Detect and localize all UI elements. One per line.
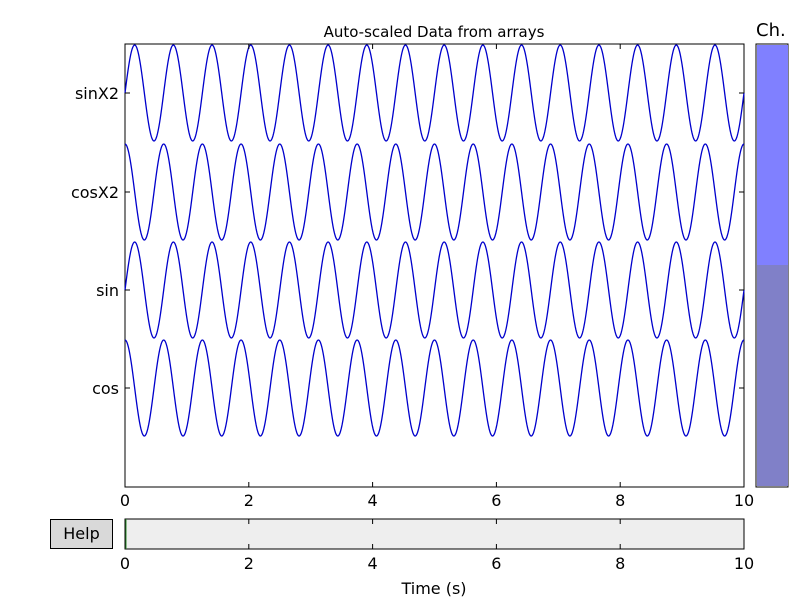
channel-label-sinX2: sinX2 <box>75 84 119 103</box>
time-navigation-bar[interactable] <box>124 518 745 550</box>
trace-group <box>124 44 745 437</box>
channel-scrollbar-thumb-rest[interactable] <box>757 265 788 486</box>
main-x-tick-label: 10 <box>734 491 754 510</box>
nav-x-tick-label: 8 <box>615 554 625 573</box>
main-x-tick-label: 6 <box>491 491 501 510</box>
trace-sin <box>124 241 745 339</box>
chart-title: Auto-scaled Data from arrays <box>324 23 545 41</box>
main-x-tick-label: 8 <box>615 491 625 510</box>
nav-x-tick-label: 6 <box>491 554 501 573</box>
nav-x-tick-label: 2 <box>244 554 254 573</box>
trace-sinX2 <box>124 44 745 142</box>
trace-cosX2 <box>124 143 745 241</box>
nav-x-tick-group: 0 2 4 6 8 10 <box>120 519 754 573</box>
channel-label-sin: sin <box>96 281 119 300</box>
channel-label-cos: cos <box>92 379 119 398</box>
x-axis-label: Time (s) <box>400 579 466 598</box>
channel-scrollbar-label: Ch. <box>756 20 786 41</box>
nav-x-tick-label: 0 <box>120 554 130 573</box>
channel-label-group: sinX2 cosX2 sin cos <box>71 84 744 398</box>
main-x-tick-label: 2 <box>244 491 254 510</box>
channel-label-cosX2: cosX2 <box>71 183 119 202</box>
nav-x-tick-label: 4 <box>368 554 378 573</box>
main-x-tick-label: 0 <box>120 491 130 510</box>
nav-x-tick-label: 10 <box>734 554 754 573</box>
main-x-tick-label: 4 <box>368 491 378 510</box>
trace-cos <box>124 339 745 437</box>
channel-scrollbar-thumb-visible[interactable] <box>757 45 788 265</box>
main-x-tick-group: 0 2 4 6 8 10 <box>120 44 754 510</box>
help-button[interactable]: Help <box>50 519 113 549</box>
